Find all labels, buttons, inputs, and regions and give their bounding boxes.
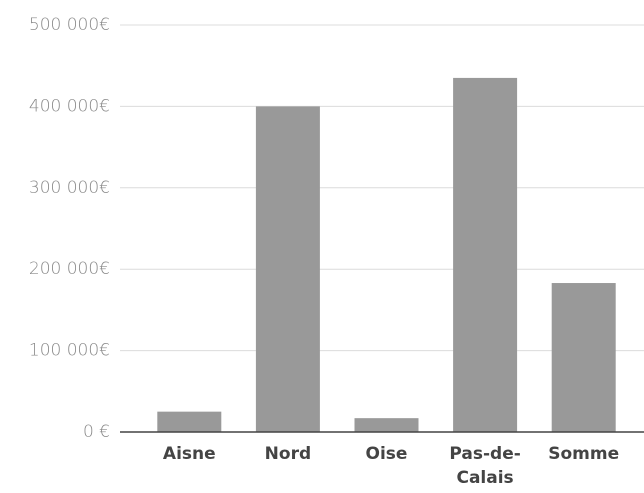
y-tick-label: 500 000€ <box>29 15 110 35</box>
bar <box>551 283 616 432</box>
bar <box>453 77 518 432</box>
x-tick-label: Pas-de-Calais <box>449 444 521 488</box>
x-tick-label: Nord <box>264 444 312 464</box>
y-tick-label: 100 000€ <box>29 341 110 361</box>
x-tick-label: Oise <box>365 444 408 464</box>
y-tick-label: 400 000€ <box>29 96 110 116</box>
x-tick-label: Aisne <box>162 444 216 464</box>
bar <box>157 411 222 432</box>
x-tick-label: Somme <box>548 444 620 464</box>
y-tick-label: 300 000€ <box>29 178 110 198</box>
bar <box>354 418 419 432</box>
y-tick-label: 200 000€ <box>29 259 110 279</box>
y-tick-label: 0 € <box>83 422 110 442</box>
bar <box>255 106 320 433</box>
